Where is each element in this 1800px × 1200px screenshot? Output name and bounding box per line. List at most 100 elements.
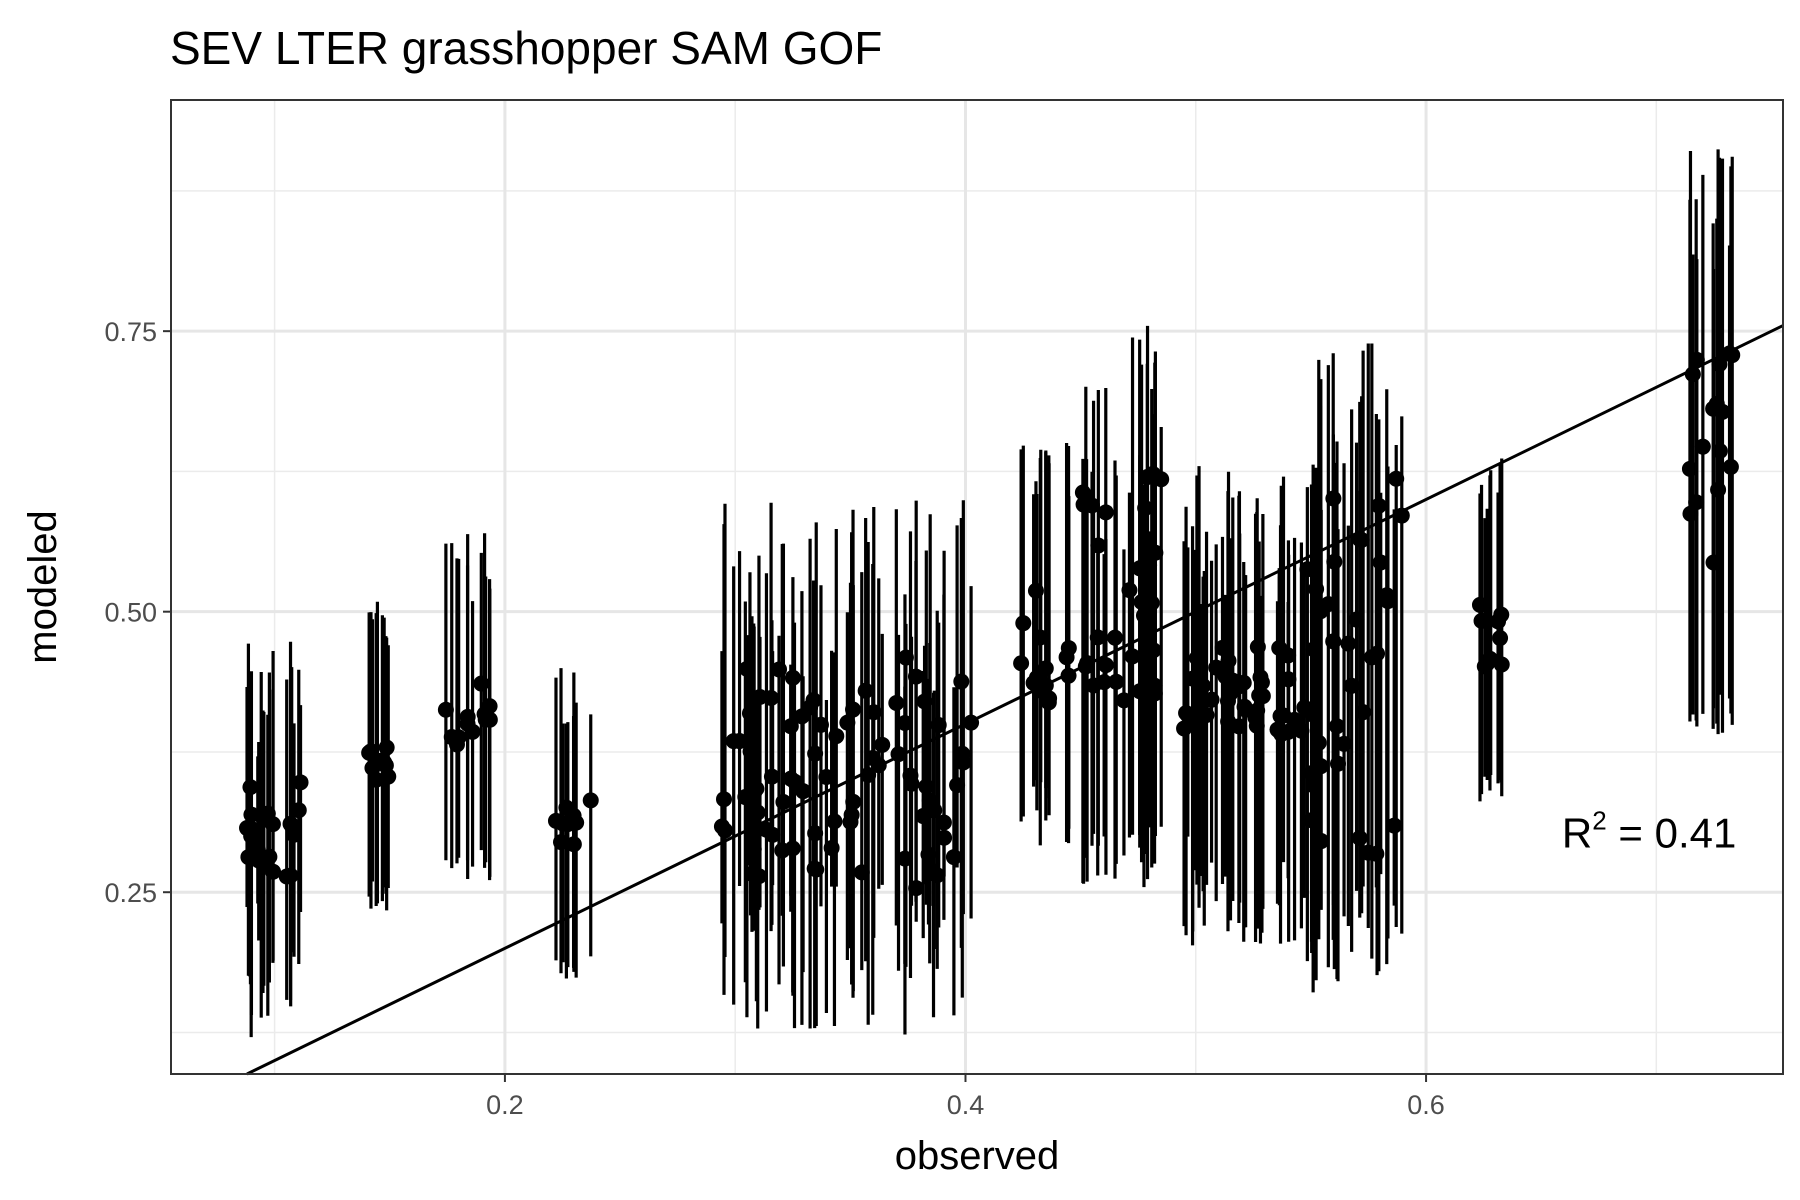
data-point-102 — [818, 768, 835, 785]
data-point-166 — [1121, 582, 1138, 599]
data-point-284 — [1688, 351, 1705, 368]
data-point-129 — [749, 804, 766, 821]
data-point-188 — [1235, 674, 1252, 691]
data-point-33 — [473, 675, 490, 692]
data-point-241 — [1355, 704, 1372, 721]
data-point-147 — [1106, 629, 1123, 646]
data-point-206 — [1196, 692, 1213, 709]
data-point-68 — [864, 749, 881, 766]
data-point-239 — [1343, 677, 1360, 694]
data-point-204 — [1230, 718, 1247, 735]
data-point-106 — [853, 864, 870, 881]
data-point-251 — [1308, 581, 1325, 598]
data-point-262 — [1372, 554, 1389, 571]
data-point-60 — [807, 745, 824, 762]
data-point-120 — [795, 783, 812, 800]
data-point-113 — [936, 829, 953, 846]
data-point-178 — [1135, 607, 1152, 624]
data-point-247 — [1306, 777, 1323, 794]
data-point-268 — [1490, 613, 1507, 630]
data-point-6 — [290, 802, 307, 819]
data-point-100 — [826, 813, 843, 830]
r-squared-base: R — [1562, 809, 1592, 856]
data-point-235 — [1379, 593, 1396, 610]
data-point-267 — [1471, 596, 1488, 613]
data-point-115 — [874, 736, 891, 753]
data-point-270 — [1479, 655, 1496, 672]
grid-minor — [171, 100, 1783, 1074]
y-tick-label-2: 0.75 — [104, 317, 157, 347]
data-point-20 — [259, 805, 276, 822]
data-point-88 — [916, 693, 933, 710]
data-point-225 — [1249, 638, 1266, 655]
data-point-114 — [716, 822, 733, 839]
data-point-78 — [828, 728, 845, 745]
data-point-274 — [1711, 356, 1728, 373]
data-point-176 — [1131, 683, 1148, 700]
data-point-45 — [565, 836, 582, 853]
data-point-67 — [920, 846, 937, 863]
data-point-231 — [1340, 635, 1357, 652]
data-point-87 — [865, 704, 882, 721]
data-point-169 — [1090, 537, 1107, 554]
data-point-209 — [1219, 692, 1236, 709]
data-point-71 — [918, 778, 935, 795]
data-point-42 — [464, 723, 481, 740]
y-axis: 0.25 0.50 0.75 — [104, 317, 171, 908]
data-point-199 — [1184, 670, 1201, 687]
data-point-164 — [1077, 658, 1094, 675]
data-point-39 — [481, 698, 498, 715]
data-point-237 — [1360, 844, 1377, 861]
data-point-260 — [1305, 706, 1322, 723]
data-point-173 — [1074, 484, 1091, 501]
data-point-108 — [888, 694, 905, 711]
data-point-11 — [285, 826, 302, 843]
data-point-66 — [715, 791, 732, 808]
data-point-259 — [1303, 812, 1320, 829]
data-point-84 — [953, 673, 970, 690]
data-point-53 — [782, 718, 799, 735]
chart-title: SEV LTER grasshopper SAM GOF — [170, 22, 882, 74]
data-point-159 — [1143, 594, 1160, 611]
data-point-70 — [897, 649, 914, 666]
data-point-276 — [1694, 438, 1711, 455]
data-point-21 — [282, 867, 299, 884]
data-point-109 — [915, 808, 932, 825]
data-point-170 — [1146, 677, 1163, 694]
data-point-253 — [1351, 829, 1368, 846]
data-point-142 — [1015, 615, 1032, 632]
one-to-one-line — [246, 324, 1784, 1076]
data-point-89 — [896, 850, 913, 867]
data-point-17 — [243, 806, 260, 823]
data-point-65 — [775, 793, 792, 810]
data-point-90 — [902, 767, 919, 784]
data-point-271 — [1473, 612, 1490, 629]
data-point-255 — [1348, 611, 1365, 628]
data-point-233 — [1328, 718, 1345, 735]
data-point-79 — [839, 714, 856, 731]
data-point-252 — [1312, 758, 1329, 775]
data-point-243 — [1363, 649, 1380, 666]
data-point-47 — [547, 812, 564, 829]
x-axis: 0.2 0.4 0.6 — [486, 1074, 1445, 1120]
data-point-257 — [1370, 497, 1387, 514]
data-point-82 — [823, 839, 840, 856]
data-point-150 — [1097, 504, 1114, 521]
data-point-93 — [731, 733, 748, 750]
data-point-138 — [1060, 640, 1077, 657]
data-point-223 — [1280, 723, 1297, 740]
data-point-52 — [565, 807, 582, 824]
x-tick-label-1: 0.4 — [947, 1090, 985, 1120]
data-point-125 — [738, 660, 755, 677]
data-point-149 — [1145, 642, 1162, 659]
data-point-112 — [845, 701, 862, 718]
data-point-201 — [1251, 687, 1268, 704]
data-point-167 — [1085, 677, 1102, 694]
plot-panel-border — [170, 99, 1784, 1075]
data-point-151 — [1137, 500, 1154, 517]
data-point-81 — [845, 793, 862, 810]
data-point-162 — [1139, 654, 1156, 671]
data-point-103 — [908, 880, 925, 897]
data-point-213 — [1249, 702, 1266, 719]
data-point-123 — [922, 861, 939, 878]
